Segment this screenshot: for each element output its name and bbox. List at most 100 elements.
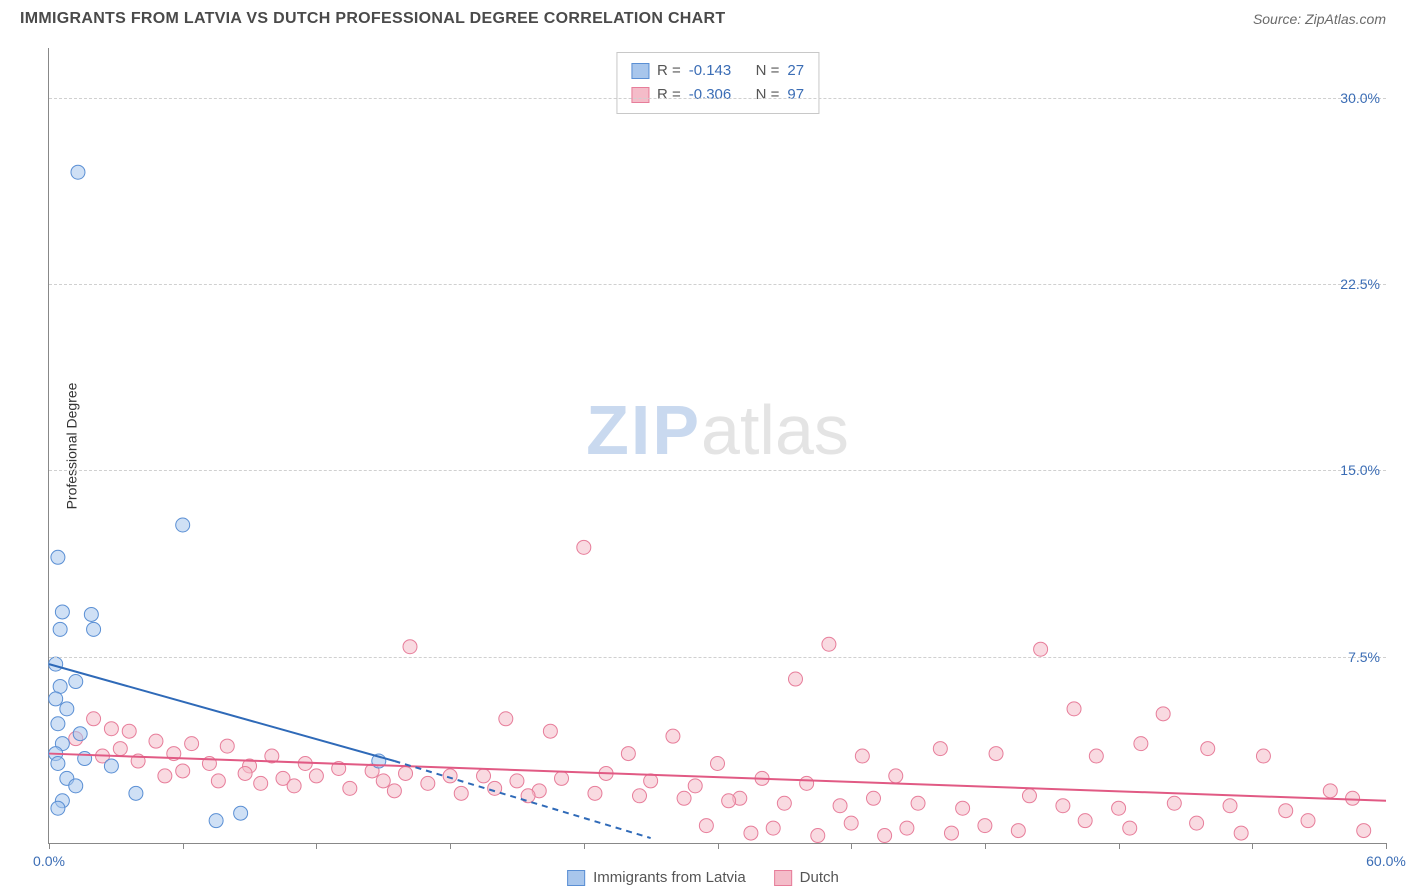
scatter-point-dutch xyxy=(1011,824,1025,838)
xtick xyxy=(1119,843,1120,849)
scatter-point-dutch xyxy=(766,821,780,835)
scatter-point-dutch xyxy=(866,791,880,805)
scatter-point-dutch xyxy=(1156,707,1170,721)
chart-header: IMMIGRANTS FROM LATVIA VS DUTCH PROFESSI… xyxy=(0,0,1406,34)
scatter-point-latvia xyxy=(234,806,248,820)
scatter-point-latvia xyxy=(60,702,74,716)
scatter-point-latvia xyxy=(49,692,63,706)
xtick xyxy=(985,843,986,849)
xtick xyxy=(183,843,184,849)
legend-label-latvia: Immigrants from Latvia xyxy=(593,869,746,886)
scatter-point-latvia xyxy=(53,622,67,636)
scatter-point-dutch xyxy=(788,672,802,686)
xtick xyxy=(450,843,451,849)
chart-source: Source: ZipAtlas.com xyxy=(1253,11,1386,27)
ytick-label: 7.5% xyxy=(1348,649,1380,665)
legend-label-dutch: Dutch xyxy=(800,869,839,886)
scatter-point-dutch xyxy=(399,766,413,780)
scatter-point-dutch xyxy=(499,712,513,726)
gridline xyxy=(49,657,1386,658)
scatter-point-dutch xyxy=(104,722,118,736)
scatter-point-dutch xyxy=(1056,799,1070,813)
legend-item-latvia: Immigrants from Latvia xyxy=(567,869,746,886)
scatter-point-latvia xyxy=(73,727,87,741)
scatter-point-latvia xyxy=(69,779,83,793)
scatter-point-dutch xyxy=(666,729,680,743)
scatter-point-latvia xyxy=(53,679,67,693)
legend-swatch-latvia xyxy=(567,870,585,886)
scatter-point-dutch xyxy=(1112,801,1126,815)
scatter-point-dutch xyxy=(1089,749,1103,763)
scatter-point-dutch xyxy=(1190,816,1204,830)
scatter-point-dutch xyxy=(238,766,252,780)
scatter-point-latvia xyxy=(71,165,85,179)
scatter-point-dutch xyxy=(543,724,557,738)
scatter-point-dutch xyxy=(122,724,136,738)
scatter-point-dutch xyxy=(1346,791,1360,805)
scatter-point-dutch xyxy=(889,769,903,783)
scatter-point-dutch xyxy=(1234,826,1248,840)
xtick xyxy=(316,843,317,849)
xtick xyxy=(1386,843,1387,849)
scatter-point-dutch xyxy=(644,774,658,788)
scatter-point-dutch xyxy=(376,774,390,788)
scatter-point-latvia xyxy=(69,675,83,689)
scatter-point-dutch xyxy=(87,712,101,726)
scatter-point-dutch xyxy=(1323,784,1337,798)
scatter-point-latvia xyxy=(51,801,65,815)
scatter-point-latvia xyxy=(87,622,101,636)
legend-swatch-dutch xyxy=(774,870,792,886)
scatter-point-dutch xyxy=(722,794,736,808)
scatter-point-latvia xyxy=(84,607,98,621)
scatter-point-dutch xyxy=(855,749,869,763)
scatter-point-dutch xyxy=(1223,799,1237,813)
xtick xyxy=(584,843,585,849)
scatter-point-dutch xyxy=(421,776,435,790)
scatter-point-dutch xyxy=(309,769,323,783)
scatter-point-dutch xyxy=(176,764,190,778)
scatter-point-dutch xyxy=(822,637,836,651)
scatter-point-dutch xyxy=(833,799,847,813)
scatter-point-dutch xyxy=(1123,821,1137,835)
scatter-point-dutch xyxy=(254,776,268,790)
scatter-point-dutch xyxy=(1022,789,1036,803)
scatter-point-dutch xyxy=(1167,796,1181,810)
legend-item-dutch: Dutch xyxy=(774,869,839,886)
scatter-point-dutch xyxy=(744,826,758,840)
scatter-point-dutch xyxy=(403,640,417,654)
scatter-point-dutch xyxy=(777,796,791,810)
scatter-point-dutch xyxy=(158,769,172,783)
scatter-point-dutch xyxy=(577,540,591,554)
scatter-point-latvia xyxy=(209,814,223,828)
scatter-point-dutch xyxy=(1134,737,1148,751)
scatter-point-dutch xyxy=(1301,814,1315,828)
scatter-point-latvia xyxy=(55,605,69,619)
scatter-point-dutch xyxy=(844,816,858,830)
scatter-point-dutch xyxy=(633,789,647,803)
ytick-label: 30.0% xyxy=(1340,90,1380,106)
ytick-label: 15.0% xyxy=(1340,462,1380,478)
legend-bottom: Immigrants from Latvia Dutch xyxy=(567,869,839,886)
scatter-point-dutch xyxy=(149,734,163,748)
scatter-point-dutch xyxy=(956,801,970,815)
scatter-point-dutch xyxy=(989,747,1003,761)
scatter-point-dutch xyxy=(185,737,199,751)
scatter-point-dutch xyxy=(933,742,947,756)
scatter-point-dutch xyxy=(1357,824,1371,838)
xtick xyxy=(1252,843,1253,849)
scatter-point-dutch xyxy=(978,819,992,833)
xtick xyxy=(718,843,719,849)
scatter-point-dutch xyxy=(343,781,357,795)
scatter-point-dutch xyxy=(711,757,725,771)
scatter-point-dutch xyxy=(800,776,814,790)
scatter-point-dutch xyxy=(944,826,958,840)
ytick-label: 22.5% xyxy=(1340,276,1380,292)
scatter-point-latvia xyxy=(104,759,118,773)
scatter-point-dutch xyxy=(900,821,914,835)
scatter-point-dutch xyxy=(477,769,491,783)
scatter-point-latvia xyxy=(78,752,92,766)
scatter-point-dutch xyxy=(1201,742,1215,756)
gridline xyxy=(49,470,1386,471)
scatter-point-dutch xyxy=(287,779,301,793)
scatter-point-dutch xyxy=(699,819,713,833)
